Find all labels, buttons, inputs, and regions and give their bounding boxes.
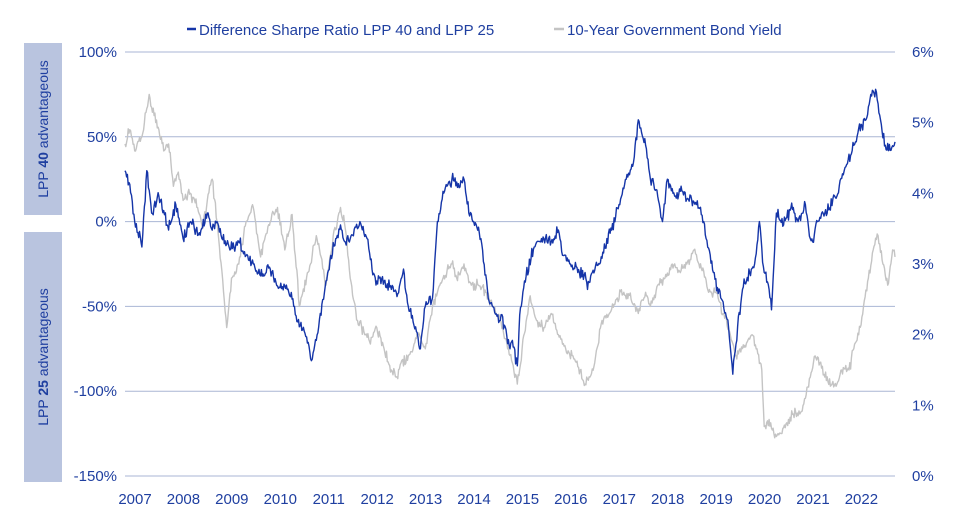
x-tick-label: 2020 [748,491,781,508]
band-upper-box [24,43,62,215]
band-upper-label: LPP 40 advantageous [35,60,51,198]
x-tick-label: 2018 [651,491,684,508]
series-line-1 [124,93,896,439]
legend-label-yield: 10-Year Government Bond Yield [567,22,782,39]
y-axis-right: 0% 1% 2% 3% 4% 5% 6% [912,44,934,485]
x-tick-label: 2011 [313,491,345,508]
y-left-tick-label: 100% [79,44,117,61]
band-lower-label: LPP 25 advantageous [35,288,51,426]
x-tick-label: 2015 [506,491,539,508]
band-lower-box [24,232,62,482]
y-left-tick-label: -100% [74,383,117,400]
y-axis-left: -150% -100% -50% 0% 50% 100% [74,44,117,485]
y-right-tick-label: 6% [912,44,934,61]
x-tick-label: 2007 [118,491,151,508]
y-left-tick-label: -150% [74,468,117,485]
series-layer [124,88,896,439]
y-right-tick-label: 1% [912,397,934,414]
x-tick-label: 2017 [603,491,636,508]
x-tick-label: 2013 [409,491,442,508]
x-tick-label: 2022 [845,491,878,508]
advantage-bands: LPP 40 advantageous LPP 25 advantageous [24,43,62,482]
y-right-tick-label: 0% [912,468,934,485]
x-tick-label: 2012 [360,491,393,508]
grid-lines [125,51,895,477]
x-tick-label: 2009 [215,491,248,508]
x-tick-label: 2021 [796,491,829,508]
y-right-tick-label: 4% [912,185,934,202]
x-axis: 2007 2008 2009 2010 2011 2012 2013 2014 2015 2016… [118,491,878,508]
x-tick-label: 2014 [457,491,490,508]
y-right-tick-label: 2% [912,327,934,344]
y-left-tick-label: 50% [87,129,117,146]
y-right-tick-label: 5% [912,115,934,132]
legend-label-sharpe: Difference Sharpe Ratio LPP 40 and LPP 2… [199,22,494,39]
legend: Difference Sharpe Ratio LPP 40 and LPP 2… [187,22,782,39]
y-left-tick-label: 0% [95,214,117,231]
x-tick-label: 2019 [699,491,732,508]
x-tick-label: 2008 [167,491,200,508]
series-line-0 [124,88,896,375]
x-tick-label: 2010 [264,491,297,508]
x-tick-label: 2016 [554,491,587,508]
y-left-tick-label: -50% [82,298,117,315]
y-right-tick-label: 3% [912,256,934,273]
